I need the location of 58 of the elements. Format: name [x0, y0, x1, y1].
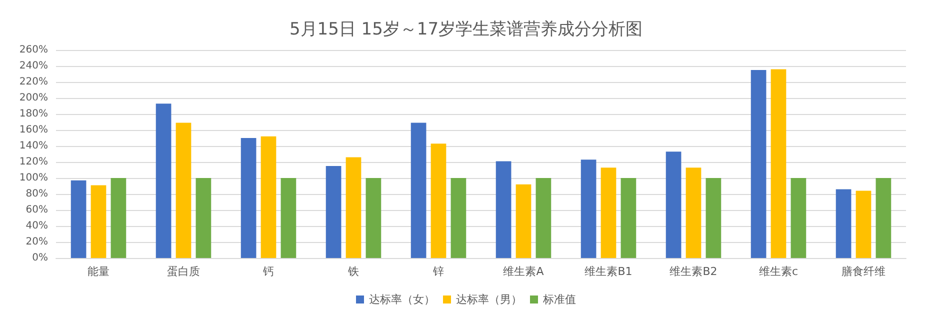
bar [260, 136, 276, 258]
bar [240, 138, 256, 258]
bar [326, 166, 342, 258]
bar [770, 69, 786, 258]
y-tick-label: 180% [19, 108, 48, 120]
bar [600, 168, 616, 258]
legend-label: 达标率（女） [369, 293, 435, 306]
bar [580, 160, 596, 258]
bar [836, 189, 852, 258]
bar [750, 70, 766, 258]
y-tick-label: 200% [19, 92, 48, 104]
bar [516, 184, 532, 258]
bar [430, 144, 446, 258]
bar [686, 168, 702, 258]
x-tick-label: 膳食纤维 [842, 265, 886, 278]
y-tick-label: 140% [19, 140, 48, 152]
bar [366, 178, 382, 258]
y-tick-label: 100% [19, 172, 48, 184]
bar [70, 180, 86, 258]
legend-label: 标准值 [542, 293, 576, 306]
bar [410, 122, 426, 258]
y-tick-label: 80% [26, 188, 48, 200]
bar [156, 104, 172, 258]
x-tick-label: 维生素A [503, 265, 544, 278]
x-tick-label: 锌 [432, 265, 444, 278]
bar [876, 178, 892, 258]
bar [666, 152, 682, 258]
bar [450, 178, 466, 258]
y-tick-label: 40% [26, 220, 48, 232]
y-tick-label: 160% [19, 124, 48, 136]
legend-label: 达标率（男） [456, 293, 522, 306]
bar [496, 161, 512, 258]
x-tick-label: 维生素c [758, 265, 798, 278]
bar [90, 185, 106, 258]
y-tick-label: 60% [26, 204, 48, 216]
bar [536, 178, 552, 258]
bar [110, 178, 126, 258]
bar [620, 178, 636, 258]
chart-title: 5月15日 15岁～17岁学生菜谱营养成分分析图 [289, 20, 643, 40]
y-tick-label: 0% [32, 252, 48, 264]
bar [346, 157, 362, 258]
y-tick-label: 260% [19, 44, 48, 56]
x-tick-label: 钙 [262, 265, 274, 278]
x-tick-label: 能量 [88, 265, 110, 278]
bar [706, 178, 722, 258]
bar [196, 178, 212, 258]
y-tick-label: 20% [26, 236, 48, 248]
bar [280, 178, 296, 258]
y-tick-label: 240% [19, 60, 48, 72]
x-tick-label: 维生素B1 [584, 265, 632, 278]
x-tick-label: 铁 [347, 265, 359, 278]
bar [176, 122, 192, 258]
y-tick-label: 220% [19, 76, 48, 88]
y-tick-label: 120% [19, 156, 48, 168]
bar [856, 190, 872, 258]
x-tick-label: 维生素B2 [670, 265, 718, 278]
x-tick-label: 蛋白质 [167, 265, 200, 278]
bar [790, 178, 806, 258]
